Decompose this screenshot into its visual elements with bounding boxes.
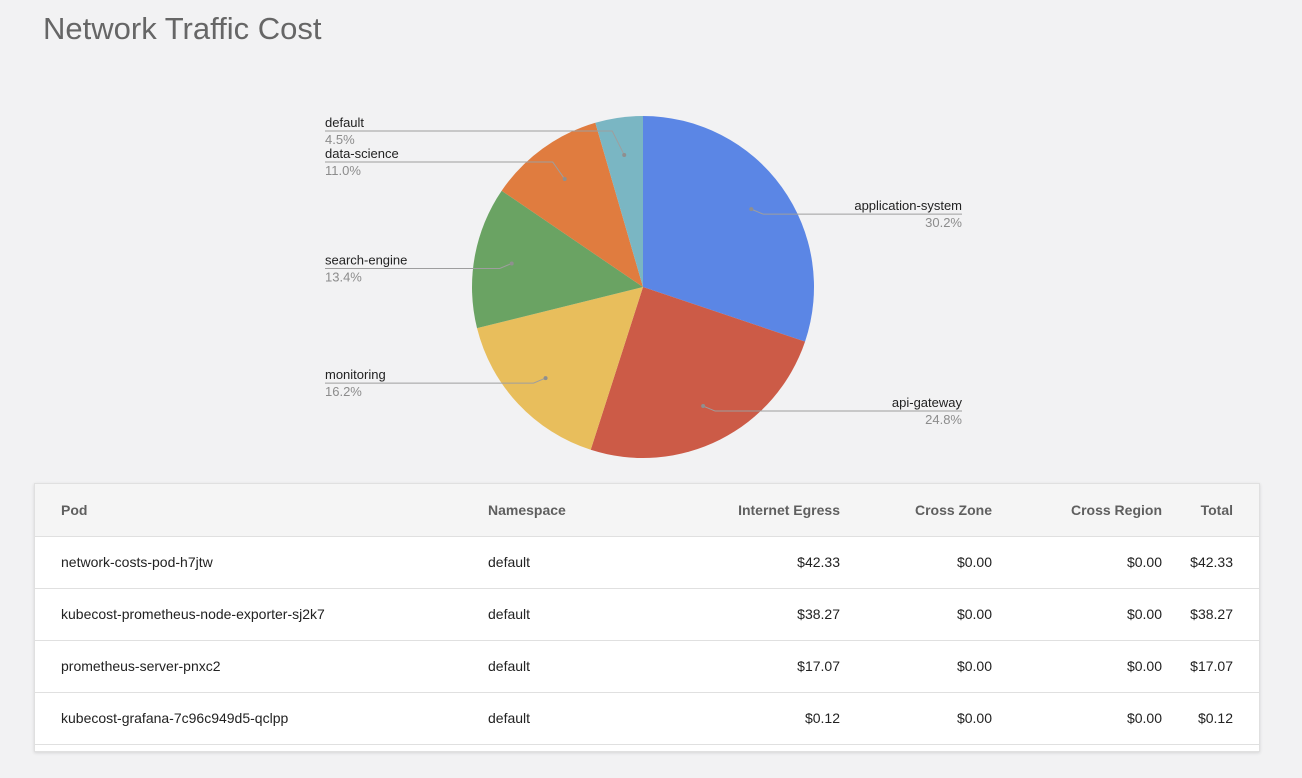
pie-label-monitoring: monitoring [325, 367, 386, 382]
table-row[interactable]: kubecost-prometheus-node-exporter-sj2k7 … [35, 588, 1259, 640]
page-title: Network Traffic Cost [43, 11, 322, 46]
pie-percent-default: 4.5% [325, 132, 355, 147]
pie-slice-monitoring[interactable] [477, 287, 643, 450]
cell-cross-region: $0.00 [1126, 658, 1162, 674]
pie-percent-monitoring: 16.2% [325, 384, 362, 399]
pie-slice-data-science[interactable] [501, 122, 643, 288]
cell-cross-zone: $0.00 [956, 710, 992, 726]
pie-percent-search-engine: 13.4% [325, 269, 362, 284]
pod-cost-table: Pod Namespace Internet Egress Cross Zone… [35, 484, 1259, 745]
cell-cross-zone: $0.00 [956, 606, 992, 622]
cell-pod: network-costs-pod-h7jtw [61, 554, 213, 570]
cell-pod: kubecost-grafana-7c96c949d5-qclpp [61, 710, 289, 726]
cell-total: $38.27 [1190, 606, 1233, 622]
pie-slice-application-system[interactable] [643, 116, 814, 342]
cell-internet-egress: $17.07 [797, 658, 840, 674]
column-header-cross-zone[interactable]: Cross Zone [840, 484, 992, 537]
pie-leader-line-default [325, 130, 625, 156]
pie-label-default: default [325, 115, 364, 130]
pie-leader-dot-api-gateway [701, 404, 706, 409]
pie-chart: application-system 30.2% api-gateway 24.8% m… [325, 115, 963, 459]
cell-cross-region: $0.00 [1126, 554, 1162, 570]
cell-internet-egress: $38.27 [797, 606, 840, 622]
pod-cost-table-card: Pod Namespace Internet Egress Cross Zone… [34, 483, 1260, 752]
cell-namespace: default [488, 658, 531, 674]
column-header-pod[interactable]: Pod [35, 484, 461, 537]
cell-internet-egress: $42.33 [797, 554, 840, 570]
pie-label-data-science: data-science [325, 146, 399, 161]
cell-internet-egress: $0.12 [804, 710, 840, 726]
cell-cross-zone: $0.00 [956, 658, 992, 674]
pie-label-search-engine: search-engine [325, 252, 407, 267]
pie-leader-line-application-system [751, 208, 962, 215]
pie-label-application-system: application-system [854, 198, 962, 213]
column-header-internet-egress[interactable]: Internet Egress [678, 484, 840, 537]
cell-pod: prometheus-server-pnxc2 [61, 658, 221, 674]
cell-cross-zone: $0.00 [956, 554, 992, 570]
cell-cross-region: $0.00 [1126, 710, 1162, 726]
cell-namespace: default [488, 606, 531, 622]
cell-pod: kubecost-prometheus-node-exporter-sj2k7 [61, 606, 325, 622]
cell-namespace: default [488, 554, 531, 570]
column-header-namespace[interactable]: Namespace [461, 484, 678, 537]
pie-percent-data-science: 11.0% [325, 163, 361, 178]
pie-percent-application-system: 30.2% [925, 215, 962, 230]
column-header-cross-region[interactable]: Cross Region [992, 484, 1162, 537]
cell-cross-region: $0.00 [1126, 606, 1162, 622]
cell-total: $42.33 [1190, 554, 1233, 570]
pie-slice-api-gateway[interactable] [590, 287, 806, 459]
table-row[interactable]: kubecost-grafana-7c96c949d5-qclpp defaul… [35, 692, 1259, 744]
table-row[interactable]: prometheus-server-pnxc2 default $17.07 $… [35, 640, 1259, 692]
pie-percent-api-gateway: 24.8% [925, 412, 962, 427]
table-header-row: Pod Namespace Internet Egress Cross Zone… [35, 484, 1259, 537]
pie-leader-line-api-gateway [702, 405, 962, 412]
pie-slice-search-engine[interactable] [472, 190, 643, 329]
pie-leader-dot-monitoring [543, 376, 548, 381]
column-header-total[interactable]: Total [1162, 484, 1259, 537]
table-row[interactable]: network-costs-pod-h7jtw default $42.33 $… [35, 536, 1259, 588]
pie-leader-dot-default [622, 152, 627, 157]
cell-total: $17.07 [1190, 658, 1233, 674]
pie-slice-default[interactable] [595, 116, 643, 287]
pie-leader-dot-data-science [562, 177, 567, 182]
cell-total: $0.12 [1197, 710, 1233, 726]
cell-namespace: default [488, 710, 531, 726]
pie-leader-dot-application-system [749, 207, 754, 212]
pie-label-api-gateway: api-gateway [892, 395, 963, 410]
pie-leader-dot-search-engine [509, 261, 514, 266]
pie-leader-line-search-engine [325, 263, 512, 269]
pie-leader-line-monitoring [325, 377, 546, 384]
pie-leader-line-data-science [325, 161, 566, 180]
